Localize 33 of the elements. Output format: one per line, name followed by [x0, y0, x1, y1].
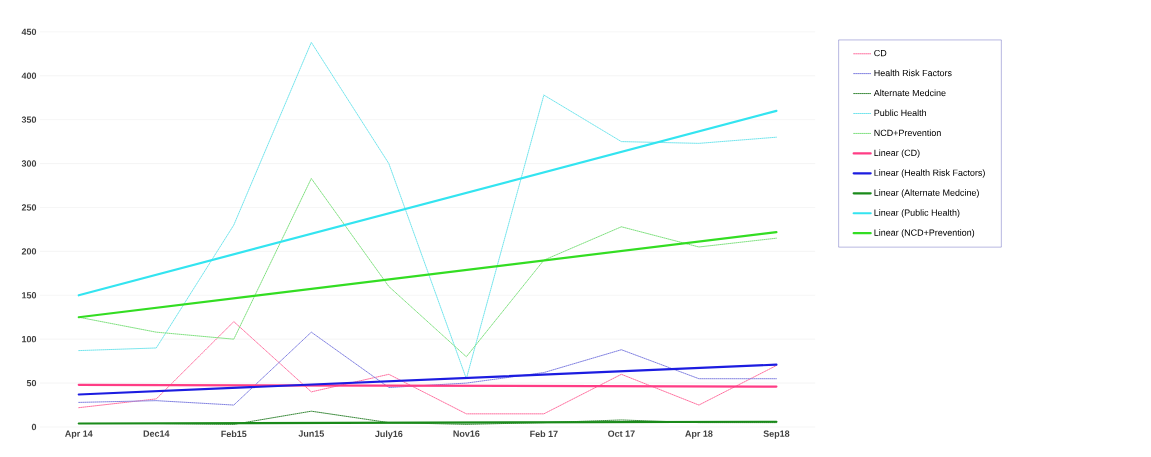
legend-label: NCD+Prevention	[874, 129, 941, 137]
y-tick-label: 400	[21, 72, 37, 79]
x-tick-label: July16	[375, 430, 403, 439]
legend-label: Linear (Health Risk Factors)	[874, 169, 985, 178]
y-tick-label: 300	[21, 160, 37, 167]
x-tick-label: Sep18	[763, 430, 790, 439]
y-tick-label: 0	[31, 423, 37, 431]
legend-label: Health Risk Factors	[874, 69, 952, 77]
x-tick-label: Apr 14	[65, 430, 93, 439]
x-tick-label: Dec14	[143, 430, 170, 437]
x-tick-label: Apr 18	[685, 430, 713, 439]
legend-label: CD	[874, 49, 887, 57]
legend-label: Public Health	[874, 109, 927, 117]
x-tick-label: Feb 17	[530, 430, 558, 438]
x-tick-label: Nov16	[453, 430, 480, 437]
y-tick-label: 350	[21, 116, 37, 123]
y-tick-label: 100	[22, 336, 37, 343]
y-tick-label: 50	[26, 379, 37, 387]
y-tick-label: 200	[21, 248, 37, 255]
x-tick-label: Jun15	[298, 430, 325, 437]
legend-label: Linear (Alternate Medcine)	[874, 189, 979, 198]
legend-label: Alternate Medcine	[873, 89, 946, 97]
x-tick-label: Feb15	[221, 430, 247, 438]
line-series	[78, 331, 777, 406]
x-tick-label: Oct 17	[608, 430, 635, 437]
y-tick-label: 450	[21, 28, 37, 36]
line-series	[78, 41, 777, 380]
line-series	[78, 321, 777, 415]
y-tick-label: 150	[22, 292, 37, 299]
y-tick-label: 250	[21, 204, 37, 211]
legend-label: Linear (NCD+Prevention)	[874, 229, 975, 238]
legend-label: Linear (CD)	[874, 149, 920, 158]
legend-label: Linear (Public Health)	[874, 209, 960, 218]
